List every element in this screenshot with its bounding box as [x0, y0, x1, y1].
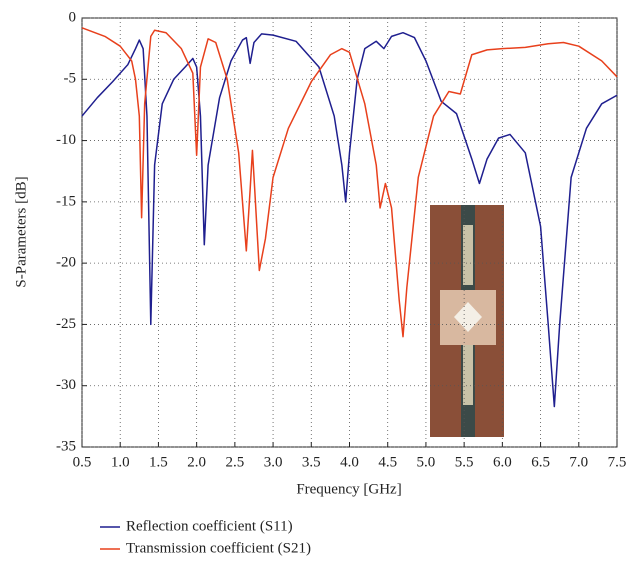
x-tick-label: 4.0	[340, 454, 359, 470]
y-tick-label: -35	[56, 438, 76, 454]
x-tick-label: 4.5	[378, 454, 397, 470]
x-tick-label: 6.5	[531, 454, 550, 470]
connector	[463, 345, 473, 405]
x-tick-label: 3.0	[264, 454, 283, 470]
x-tick-label: 7.0	[569, 454, 588, 470]
data-line	[81, 27, 618, 338]
x-tick-label: 7.5	[608, 454, 627, 470]
x-tick-label: 6.0	[493, 454, 512, 470]
x-tick-label: 5.5	[455, 454, 474, 470]
y-axis-label: S-Parameters [dB]	[13, 176, 29, 287]
x-tick-label: 0.5	[73, 454, 92, 470]
y-tick-label: -15	[56, 193, 76, 209]
y-tick-label: -5	[64, 71, 77, 87]
x-tick-label: 5.0	[417, 454, 436, 470]
y-tick-label: 0	[69, 9, 77, 25]
inset-photo	[430, 205, 504, 437]
x-tick-label: 3.5	[302, 454, 321, 470]
legend-label: Transmission coefficient (S21)	[126, 540, 311, 556]
x-tick-label: 2.0	[187, 454, 206, 470]
y-tick-label: -30	[56, 377, 76, 393]
y-tick-label: -25	[56, 316, 76, 332]
legend-label: Reflection coefficient (S11)	[126, 518, 293, 534]
connector	[463, 225, 473, 285]
y-tick-label: -20	[56, 255, 76, 271]
x-tick-label: 1.0	[111, 454, 130, 470]
x-tick-label: 2.5	[225, 454, 244, 470]
x-axis-label: Frequency [GHz]	[296, 481, 401, 497]
x-tick-label: 1.5	[149, 454, 168, 470]
data-line	[81, 31, 618, 408]
y-tick-label: -10	[56, 132, 76, 148]
